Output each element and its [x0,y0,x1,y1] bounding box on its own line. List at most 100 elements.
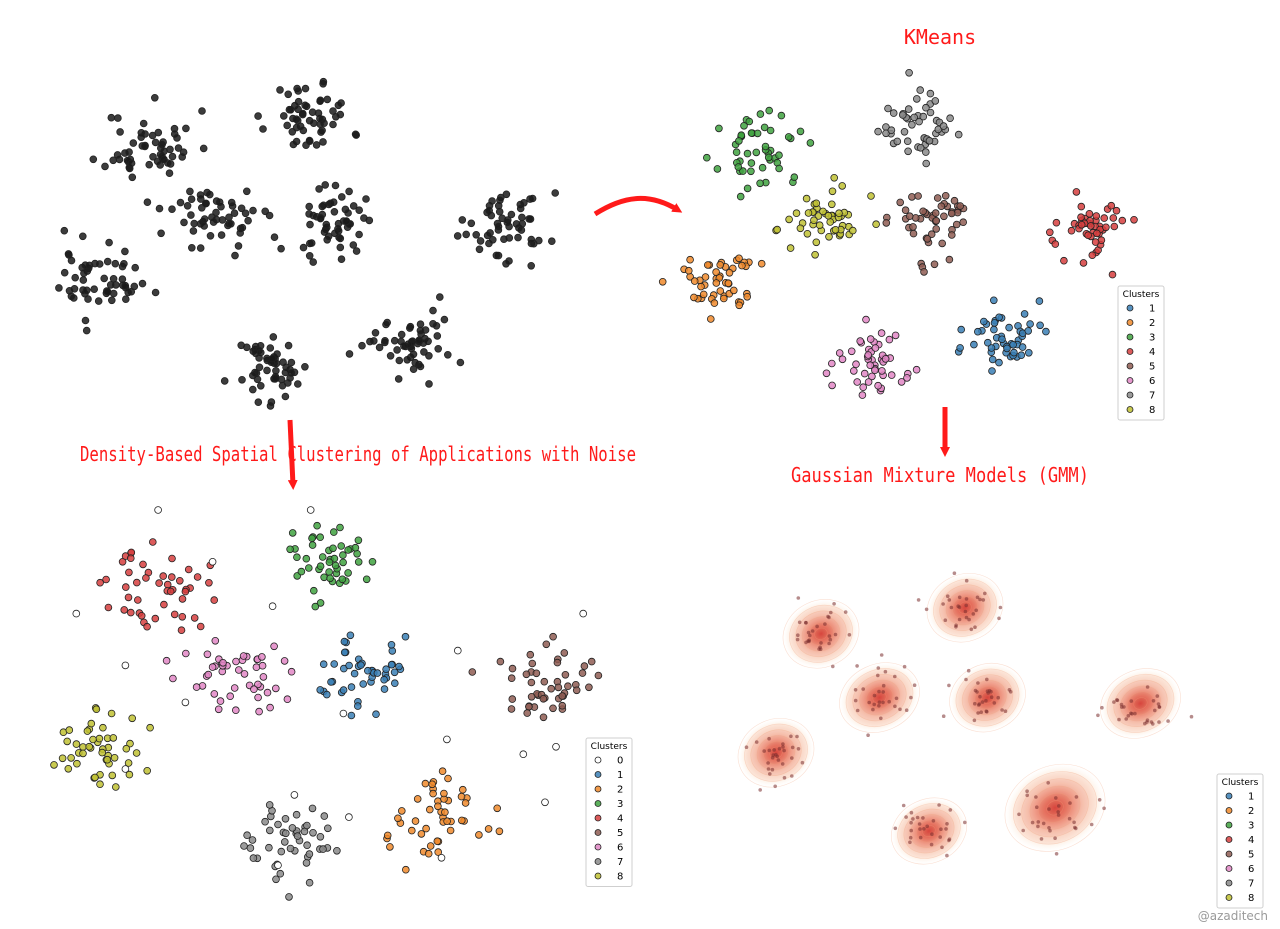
gmm-point [978,694,982,699]
cluster-3-point [765,106,773,115]
cluster-4-point [139,560,147,569]
cluster-3-point [316,599,325,607]
gmm-point [924,607,929,612]
noise-point [339,709,348,718]
data-point [284,90,293,99]
gmm-point [893,674,897,679]
data-point [329,120,337,129]
cluster-7-point [900,128,909,136]
cluster-4-point [1087,222,1095,230]
cluster-1-point [380,675,388,684]
dbscan-legend-label-0: 0 [617,756,623,767]
data-point [425,351,433,360]
cluster-5-point [923,235,932,243]
dbscan-legend-label-2: 2 [617,785,623,796]
cluster-5-point [882,219,891,227]
cluster-6-point [226,692,235,700]
cluster-3-point [313,521,321,530]
data-point [266,402,275,410]
gmm-point [1119,702,1124,707]
cluster-3-point [329,528,338,536]
cluster-8-point [824,211,833,220]
cluster-7-point [319,845,327,853]
cluster-4-point [196,622,205,631]
cluster-6-point [847,347,856,356]
cluster-3-point [368,557,377,566]
cluster-2-point [425,805,434,814]
cluster-6-point [235,666,243,674]
gmm-point [877,704,881,708]
cluster-5-point [525,702,533,711]
cluster-8-point [792,209,801,218]
cluster-1-point [956,344,964,352]
cluster-1-point [995,358,1003,367]
cluster-8-point [65,726,74,734]
cluster-4-point [1060,256,1068,265]
cluster-6-point [871,366,879,375]
gmm-point [909,695,913,700]
cluster-5-point [938,239,946,248]
cluster-3-point [344,546,352,554]
cluster-5-point [594,671,603,680]
gmm-component-8-contour [1004,763,1106,852]
gmm-point [744,745,749,749]
cluster-2-point [457,792,466,801]
data-point [168,152,177,161]
data-point [149,153,157,161]
cluster-8-point [96,780,104,788]
gmm-component-6-contour [744,723,808,782]
cluster-7-point [274,820,282,829]
cluster-7-point [300,827,309,836]
gmm-point [966,668,971,673]
noise-point [274,861,282,869]
cluster-3-point [745,117,754,126]
gmm-point [867,700,871,705]
gmm-point [1097,798,1102,802]
gmm-point [1157,705,1162,709]
data-point [176,198,185,207]
data-point [307,239,316,247]
kmeans-legend-marker-3 [1126,333,1134,341]
data-point [289,140,298,149]
gmm-point [1053,836,1057,840]
cluster-1-point [357,661,365,669]
gmm-legend-marker-4 [1225,836,1233,843]
data-point [109,156,117,165]
data-point [320,228,329,236]
cluster-5-point [932,217,941,225]
data-point [254,112,262,120]
cluster-2-point [422,824,430,833]
cluster-3-point [784,133,793,141]
data-point [358,341,366,350]
cluster-3-point [756,179,764,188]
data-point [277,244,285,253]
data-point [55,284,63,292]
kmeans-legend-label-5: 5 [1149,362,1155,373]
gmm-point [986,691,990,695]
data-point [261,207,270,216]
cluster-1-point [359,680,368,688]
cluster-7-point [926,108,935,117]
cluster-8-point [831,226,840,234]
data-point [432,321,441,330]
cluster-2-point [686,255,694,264]
data-point [227,220,235,228]
data-point [107,113,116,122]
gmm-component-4-contour [949,662,1026,733]
data-point [281,392,290,401]
gmm-point [767,736,771,741]
gmm-point [1056,810,1060,814]
gmm-panel: Clusters 1 2 3 4 5 6 7 8 [737,571,1264,909]
data-point [400,342,408,350]
cluster-3-point [302,554,311,563]
cluster-5-point [496,657,505,666]
cluster-3-point [316,533,325,541]
cluster-1-point [387,640,396,649]
cluster-1-point [319,660,328,668]
cluster-1-point [347,711,356,720]
data-point [182,124,190,133]
cluster-7-point [874,127,882,136]
cluster-5-point [932,225,940,233]
data-point [306,220,314,229]
gmm-point [762,749,766,753]
